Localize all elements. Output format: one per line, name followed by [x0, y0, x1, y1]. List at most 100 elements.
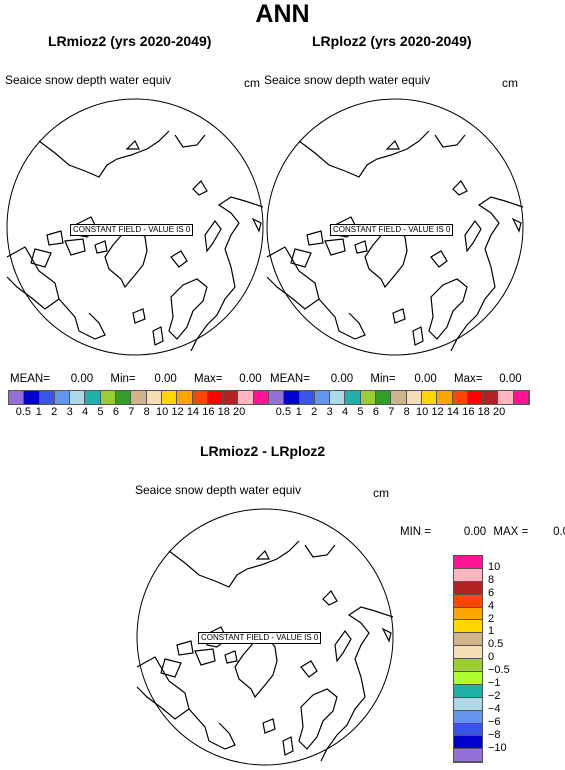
- panel-1-mean-value: 0.00: [70, 373, 94, 385]
- panel-1-colorbar-tick-label: 7: [128, 406, 135, 418]
- panel-3-colorbar-swatch: [454, 633, 482, 647]
- panel-3-colorbar-swatch: [454, 646, 482, 660]
- panel-2-colorbar-labels: 0.5 1 2 3 4 5 6 7 8 10 12 14 16 18 20: [268, 406, 530, 420]
- panel-2-colorbar-swatch: [452, 391, 468, 404]
- coastline: [58, 298, 106, 340]
- coastline: [170, 250, 188, 268]
- panel-2-min-label: Min=: [370, 373, 396, 385]
- panel-2-colorbar-swatch: [421, 391, 438, 404]
- coastline: [430, 250, 448, 268]
- coastline: [334, 629, 352, 663]
- panel-1-colorbar-swatch: [207, 391, 224, 404]
- panel-1-colorbar-tick-label: 18: [217, 406, 230, 418]
- panel-1-colorbar-tick-label: 6: [112, 406, 119, 418]
- panel-3-colorbar-tick-label: 6: [488, 586, 495, 599]
- panel-3-colorbar-swatch: [454, 581, 482, 595]
- panel-2-variable: Seaice snow depth water equiv: [264, 73, 431, 87]
- panel-2-colorbar-tick-label: 14: [446, 406, 460, 418]
- panel-3-min-label: MIN =: [400, 526, 431, 538]
- panel-1-colorbar-tick-label: 16: [202, 406, 215, 418]
- coastline: [450, 196, 524, 352]
- panel-1-max-label: Max=: [194, 373, 223, 385]
- panel-1-colorbar-swatch: [24, 391, 40, 404]
- panel-1-colorbar-swatch: [9, 391, 25, 404]
- panel-3-colorbar-tick-label: 10: [488, 560, 501, 573]
- coastline: [168, 540, 300, 588]
- panel-3-title: LRmioz2 - LRploz2: [200, 443, 326, 459]
- panel-2-constant-field-label: CONSTANT FIELD - VALUE IS 0: [330, 224, 454, 236]
- coastline: [290, 248, 312, 268]
- panel-2-stats: MEAN= 0.00 Min= 0.00 Max= 0.00: [270, 373, 522, 385]
- coastline: [282, 736, 294, 756]
- panel-2-colorbar-swatch: [330, 391, 346, 404]
- coastline: [192, 180, 208, 196]
- panel-1-min-label: Min=: [110, 373, 136, 385]
- coastline: [152, 326, 164, 346]
- coastline: [262, 718, 276, 734]
- panel-2-colorbar-tick-label: 16: [462, 406, 475, 418]
- panel-1-colorbar-swatch: [223, 391, 239, 404]
- coastline: [428, 278, 468, 340]
- panel-1-colorbar-swatch: [54, 391, 71, 404]
- panel-3-colorbar-swatch: [454, 620, 482, 634]
- panel-1-colorbar-swatch: [116, 391, 132, 404]
- panel-1-title: LRmioz2 (yrs 2020-2049): [48, 33, 212, 49]
- panel-1-colorbar-swatch: [39, 391, 55, 404]
- coastline: [204, 219, 222, 253]
- coastline: [304, 544, 336, 558]
- coastline: [188, 708, 236, 750]
- panel-3-colorbar-swatch: [454, 607, 482, 621]
- panel-2-colorbar-tick-label: 8: [403, 406, 410, 418]
- panel-2-colorbar-tick-label: 4: [341, 406, 349, 418]
- panel-2-colorbar-swatch: [483, 391, 499, 404]
- panel-1-colorbar: [8, 390, 270, 405]
- panel-1-colorbar-tick-label: 20: [233, 406, 246, 418]
- panel-2-colorbar-swatch: [314, 391, 331, 404]
- panel-3-colorbar-tick-label: 1: [488, 625, 495, 638]
- panel-2-colorbar-tick-label: 2: [311, 406, 318, 418]
- panel-1-colorbar-labels: 0.5 1 2 3 4 5 6 7 8 10 12 14 16 18 20: [8, 406, 270, 420]
- panel-2-colorbar-tick-label: 1: [295, 406, 302, 418]
- panel-2-colorbar-swatch: [513, 391, 530, 404]
- coastline: [434, 134, 466, 148]
- coastline: [132, 308, 146, 324]
- panel-3-colorbar-tick-label: −6: [488, 715, 501, 728]
- coastline: [318, 298, 366, 340]
- figure-title: ANN: [255, 0, 310, 28]
- coastline: [381, 627, 392, 643]
- coastline: [324, 238, 346, 256]
- panel-1-colorbar-tick-label: 12: [171, 406, 184, 418]
- panel-1-colorbar-tick-label: 8: [143, 406, 150, 418]
- panel-2-colorbar-tick-label: 5: [357, 406, 364, 418]
- coastline: [38, 130, 170, 178]
- coastline: [168, 278, 208, 340]
- panel-2-colorbar-tick-label: 12: [431, 406, 444, 418]
- panel-3-min-value: 0.00: [463, 526, 487, 538]
- panel-1-colorbar-tick-label: 0.5: [15, 406, 32, 418]
- panel-1-colorbar-tick-label: 5: [97, 406, 104, 418]
- panel-2-colorbar-swatch: [498, 391, 514, 404]
- coastline: [94, 240, 108, 254]
- panel-1-colorbar-swatch: [177, 391, 193, 404]
- coastline: [46, 230, 64, 246]
- panel-1-colorbar-swatch: [146, 391, 162, 404]
- panel-2-units: cm: [502, 76, 518, 90]
- panel-2-colorbar-swatch: [345, 391, 361, 404]
- panel-3-colorbar-swatch: [454, 672, 482, 685]
- panel-1-colorbar-tick-label: 1: [35, 406, 42, 418]
- panel-3-colorbar-tick-label: 0.5: [488, 638, 504, 651]
- panel-1-colorbar-tick-label: 2: [51, 406, 58, 418]
- panel-2-colorbar-tick-label: 6: [372, 406, 379, 418]
- coastline: [354, 240, 368, 254]
- panel-3-colorbar: [453, 555, 483, 764]
- panel-3-colorbar-swatch: [454, 594, 482, 608]
- panel-1-colorbar-swatch: [100, 391, 117, 404]
- panel-2-min-value: 0.00: [414, 373, 437, 385]
- panel-2-colorbar-swatch: [284, 391, 300, 404]
- panel-3-colorbar-swatch: [454, 568, 482, 582]
- panel-1-colorbar-swatch: [238, 391, 254, 404]
- panel-1-units: cm: [244, 76, 260, 90]
- panel-3-colorbar-tick-label: −1: [488, 677, 501, 689]
- coastline: [190, 196, 264, 352]
- panel-3-stats: MIN = 0.00 MAX = 0.00: [400, 526, 565, 538]
